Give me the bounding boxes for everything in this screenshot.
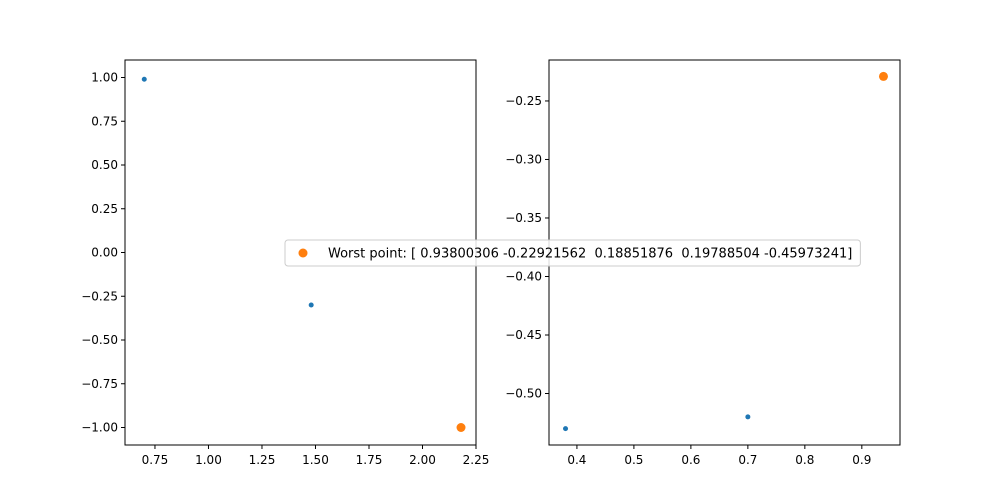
legend-marker: [298, 248, 308, 258]
x-tick-label: 0.5: [624, 453, 643, 467]
y-tick-label: 1.00: [91, 71, 118, 85]
x-tick-label: 0.4: [567, 453, 586, 467]
y-tick-label: 0.00: [91, 246, 118, 260]
y-tick-label: 0.75: [91, 114, 118, 128]
y-tick-label: −0.25: [505, 94, 542, 108]
x-tick-label: 1.50: [302, 453, 329, 467]
x-tick-label: 0.9: [852, 453, 871, 467]
x-tick-label: 1.25: [249, 453, 276, 467]
y-tick-label: −0.35: [505, 211, 542, 225]
y-tick-label: −0.45: [505, 328, 542, 342]
x-tick-label: 1.75: [356, 453, 383, 467]
y-tick-label: −0.75: [81, 377, 118, 391]
y-tick-label: 0.50: [91, 158, 118, 172]
y-tick-label: −0.50: [505, 387, 542, 401]
y-tick-label: −1.00: [81, 421, 118, 435]
x-tick-label: 0.7: [738, 453, 757, 467]
data-point: [456, 423, 466, 432]
data-point: [308, 302, 314, 308]
data-point: [878, 71, 888, 81]
x-tick-label: 1.00: [195, 453, 222, 467]
legend-label: Worst point: [ 0.93800306 -0.22921562 0.…: [328, 247, 852, 262]
y-tick-label: 0.25: [91, 202, 118, 216]
y-tick-label: −0.50: [81, 333, 118, 347]
x-tick-label: 0.75: [142, 453, 169, 467]
data-point: [563, 426, 569, 432]
x-tick-label: 0.6: [681, 453, 700, 467]
data-point: [141, 76, 147, 82]
y-tick-label: −0.30: [505, 152, 542, 166]
x-tick-label: 2.00: [409, 453, 436, 467]
data-point: [745, 414, 751, 420]
x-tick-label: 2.25: [463, 453, 490, 467]
x-tick-label: 0.8: [795, 453, 814, 467]
legend: Worst point: [ 0.93800306 -0.22921562 0.…: [284, 239, 861, 267]
y-tick-label: −0.25: [81, 289, 118, 303]
y-tick-label: −0.40: [505, 269, 542, 283]
plots-layer: 0.75 1.00 1.25 1.50 1.75 2.00 2.25 −1.00 −0.75 −0…: [81, 59, 901, 467]
legend-box: [284, 239, 861, 267]
subplot-1: 0.75 1.00 1.25 1.50 1.75 2.00 2.25 −1.00 −0.75 −0…: [81, 59, 490, 467]
